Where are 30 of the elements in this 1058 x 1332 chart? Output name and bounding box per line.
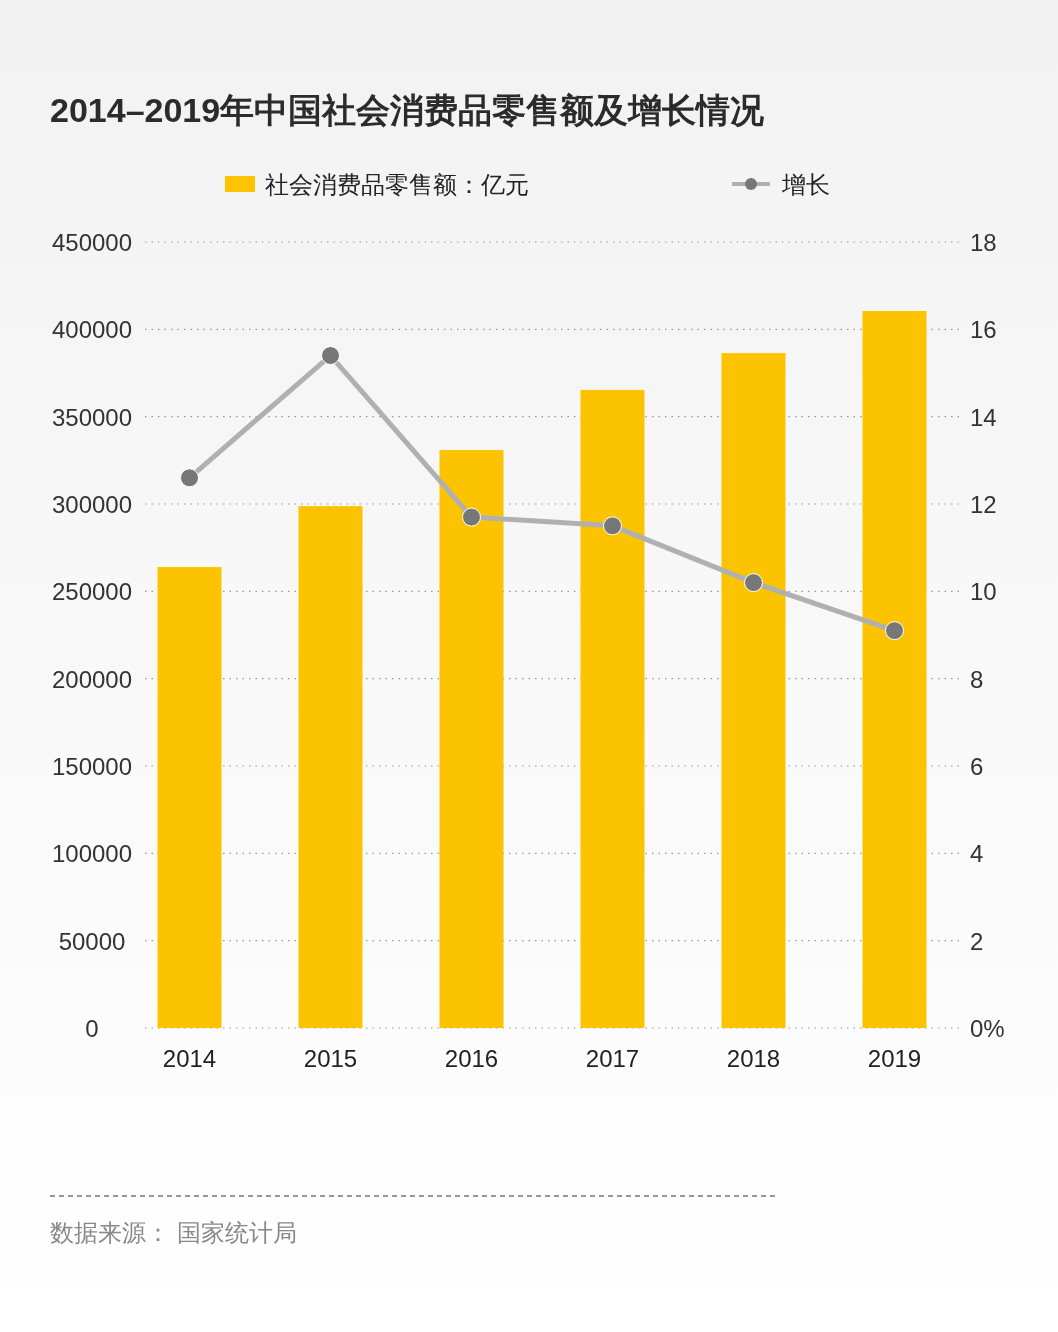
y2-tick-label: 6 bbox=[970, 753, 984, 780]
y-tick-label: 250000 bbox=[51, 578, 133, 606]
y2-tick-label: 12 bbox=[970, 491, 997, 518]
x-tick-label: 2014 bbox=[162, 1045, 217, 1072]
y2-tick-label: 10 bbox=[970, 578, 997, 606]
chart-title: 2014–2019年中国社会消费品零售额及增长情况 bbox=[50, 91, 766, 129]
source-note: 数据来源： 国家统计局 bbox=[50, 1219, 297, 1246]
x-tick-label: 2017 bbox=[585, 1045, 640, 1072]
y2-tick-label: 2 bbox=[970, 927, 984, 955]
y-tick-label: 0 bbox=[85, 1015, 99, 1042]
y-tick-label: 300000 bbox=[51, 491, 133, 518]
x-tick-label: 2019 bbox=[867, 1045, 922, 1072]
y-tick-label: 200000 bbox=[51, 665, 133, 693]
y2-tick-label: 16 bbox=[970, 316, 997, 344]
y-tick-label: 100000 bbox=[51, 840, 133, 868]
y-tick-label: 450000 bbox=[51, 229, 133, 256]
y2-tick-label: 14 bbox=[970, 403, 997, 431]
y-tick-label: 150000 bbox=[51, 753, 133, 780]
legend-label: 增长 bbox=[781, 171, 830, 198]
x-tick-label: 2016 bbox=[444, 1045, 499, 1072]
x-tick-label: 2018 bbox=[726, 1045, 781, 1072]
y2-tick-label: 0% bbox=[970, 1015, 1005, 1042]
x-tick-label: 2015 bbox=[303, 1045, 358, 1072]
y-tick-label: 50000 bbox=[58, 927, 126, 955]
y2-tick-label: 4 bbox=[970, 840, 984, 868]
y-tick-label: 400000 bbox=[51, 316, 133, 344]
y-tick-label: 350000 bbox=[51, 403, 133, 431]
y2-tick-label: 18 bbox=[970, 229, 997, 256]
y2-tick-label: 8 bbox=[970, 665, 984, 693]
legend-label: 社会消费品零售额：亿元 bbox=[265, 171, 529, 198]
